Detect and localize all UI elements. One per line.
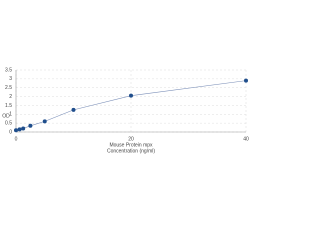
y-tick-label: 1	[9, 112, 12, 118]
x-axis-label: Concentration (ng/ml)	[107, 148, 155, 154]
data-point	[71, 107, 76, 112]
data-point	[42, 119, 47, 124]
y-tick-label: 1.5	[5, 103, 12, 109]
data-point	[17, 127, 22, 132]
x-tick-label: 0	[15, 136, 18, 142]
y-tick-label: 3.5	[5, 67, 12, 73]
y-tick-label: 0.5	[5, 120, 12, 126]
y-tick-label: 3	[9, 76, 12, 82]
data-point	[28, 123, 33, 128]
y-axis-label: OD	[2, 113, 10, 119]
data-point	[244, 78, 248, 83]
data-point	[14, 128, 18, 133]
data-point	[129, 93, 133, 98]
x-tick-label: 20	[128, 136, 134, 142]
data-point	[21, 126, 26, 131]
y-tick-label: 2.5	[5, 85, 12, 91]
y-tick-label: 0	[9, 129, 12, 135]
y-tick-label: 2	[9, 94, 12, 100]
x-axis-label: Mouse Protein mpx	[109, 142, 153, 148]
x-tick-label: 40	[243, 136, 249, 142]
chart: OD Mouse Protein mpx Concentration (ng/m…	[2, 67, 249, 154]
